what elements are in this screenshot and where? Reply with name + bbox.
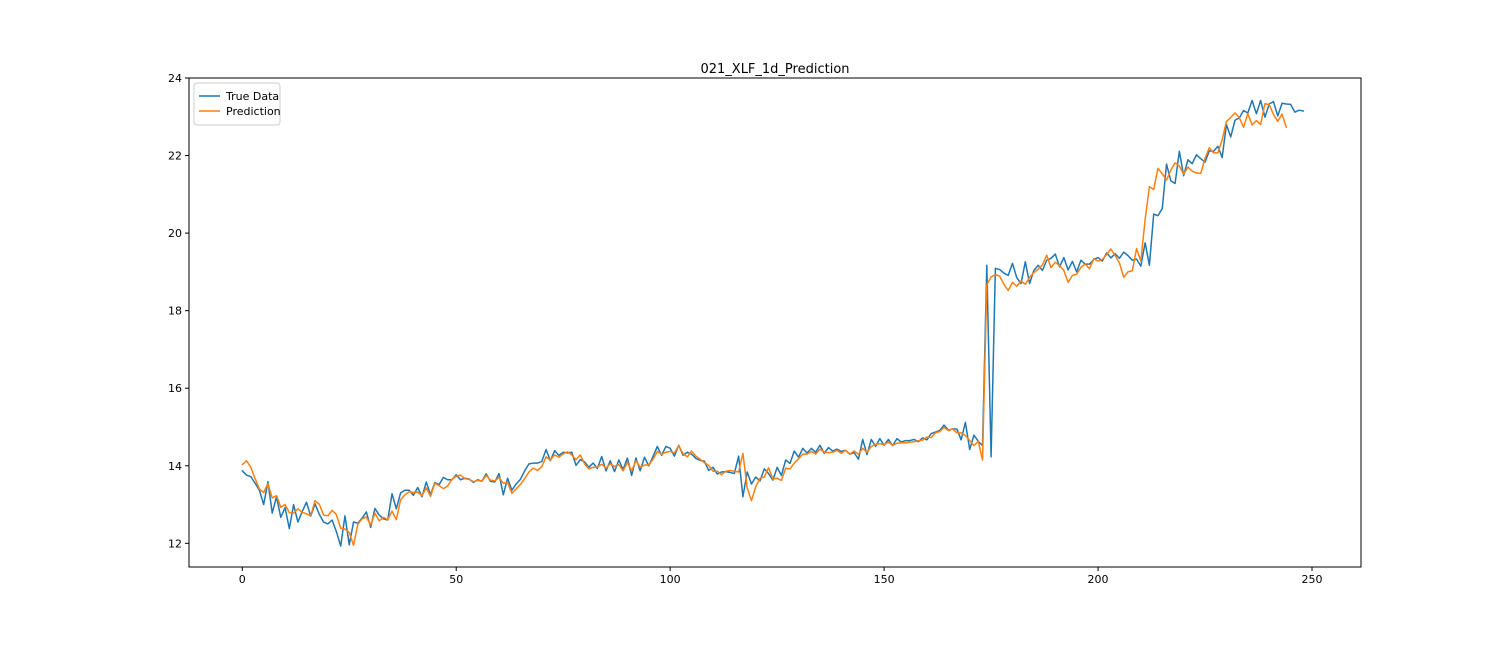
y-tick-label: 24 [168,72,182,85]
x-tick-label: 50 [449,573,463,586]
y-tick-label: 20 [168,227,182,240]
series-line-true-data [241,99,1305,547]
y-tick-label: 18 [168,305,182,318]
legend-label: True Data [225,90,279,103]
series-line-prediction [241,102,1288,547]
y-tick-label: 14 [168,460,182,473]
y-tick-label: 12 [168,537,182,550]
ticks-layer: 0 50 100 150 200 250 12 14 16 18 20 22 24 [168,72,1323,586]
x-tick-label: 0 [239,573,246,586]
x-tick-label: 200 [1088,573,1109,586]
series-layer [241,99,1305,547]
legend-box [193,82,281,126]
plot-area-frame [188,77,1362,568]
x-tick-label: 250 [1302,573,1323,586]
chart-title: 021_XLF_1d_Prediction [700,62,849,77]
y-tick-label: 22 [168,150,182,163]
legend-label: Prediction [226,105,281,118]
x-tick-label: 150 [874,573,895,586]
y-tick-label: 16 [168,382,182,395]
x-tick-label: 100 [660,573,681,586]
legend: True Data Prediction [193,82,281,126]
